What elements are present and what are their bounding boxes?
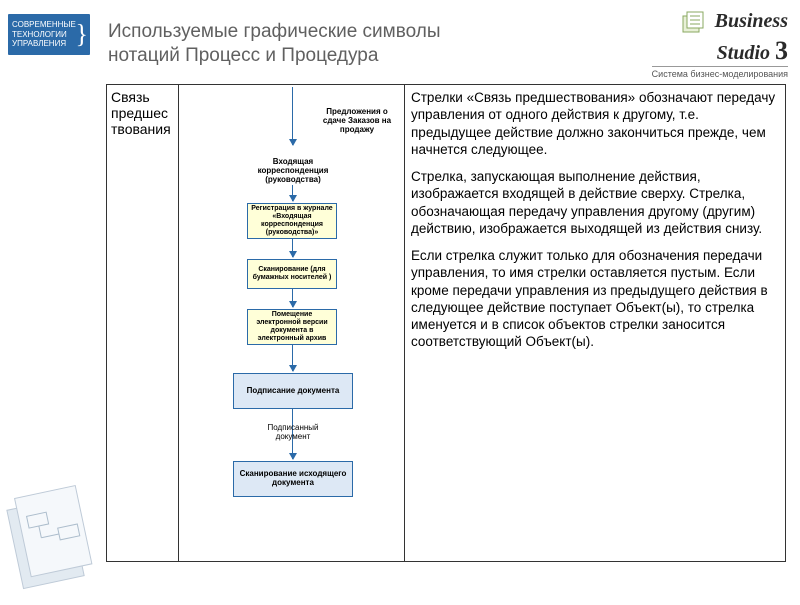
right-brand-logo: Business Studio 3 Система бизнес-моделир…	[652, 10, 788, 79]
flow-label-1: Предложения о сдаче Заказов на продажу	[317, 107, 397, 135]
flow-box-1: Регистрация в журнале «Входящая корреспо…	[247, 203, 337, 239]
flow-box-3: Помещение электронной версии документа в…	[247, 309, 337, 345]
document-stack-icon	[680, 10, 706, 36]
table-col-symbol-name: Связь предшес твования	[107, 85, 179, 561]
table-col-diagram: Предложения о сдаче Заказов на продажу В…	[179, 85, 405, 561]
decorative-papers-icon	[0, 480, 100, 600]
flowchart: Предложения о сдаче Заказов на продажу В…	[179, 85, 404, 561]
brand-name-1: Business	[715, 10, 788, 32]
brand-name-2: Studio	[717, 42, 770, 64]
flow-box-4: Подписание документа	[233, 373, 353, 409]
flow-box-5: Сканирование исходящего документа	[233, 461, 353, 497]
arrow-4	[292, 289, 293, 307]
desc-p3: Если стрелка служит только для обозначен…	[411, 247, 779, 351]
flow-box-2: Сканирование (для бумажных носителей )	[247, 259, 337, 289]
desc-p2: Стрелка, запускающая выполнение действия…	[411, 168, 779, 237]
brand-version: 3	[775, 36, 788, 65]
arrow-1	[292, 87, 293, 145]
flow-label-2: Входящая корреспонденция (руководства)	[253, 157, 333, 185]
arrow-2	[292, 185, 293, 201]
brand-tagline: Система бизнес-моделирования	[652, 66, 788, 79]
arrow-5	[292, 345, 293, 371]
content-table: Связь предшес твования Предложения о сда…	[106, 84, 786, 562]
title-line2: нотаций Процесс и Процедура	[108, 45, 378, 66]
arrow-3	[292, 239, 293, 257]
title-line1: Используемые графические символы	[108, 21, 441, 42]
left-brand-logo: СОВРЕМЕННЫЕ ТЕХНОЛОГИИ УПРАВЛЕНИЯ }	[8, 14, 90, 55]
desc-p1: Стрелки «Связь предшествования» обознача…	[411, 89, 779, 158]
table-col-description: Стрелки «Связь предшествования» обознача…	[405, 85, 785, 561]
page-title: Используемые графические символы нотаций…	[108, 20, 441, 68]
flow-label-3: Подписанный документ	[251, 423, 335, 441]
brace-icon: }	[76, 19, 88, 50]
